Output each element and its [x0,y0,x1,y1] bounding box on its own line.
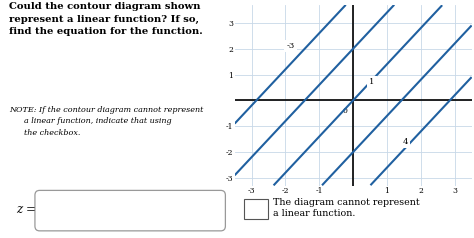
Text: NOTE: If the contour diagram cannot represent
      a linear function, indicate : NOTE: If the contour diagram cannot repr… [9,106,204,137]
Text: 1: 1 [369,78,374,86]
Text: 4: 4 [403,138,409,146]
Text: z =: z = [16,203,36,216]
Text: 0: 0 [342,107,347,115]
Text: -3: -3 [286,42,295,50]
FancyBboxPatch shape [35,190,226,231]
Text: Could the contour diagram shown
represent a linear function? If so,
find the equ: Could the contour diagram shown represen… [9,2,203,36]
FancyBboxPatch shape [244,199,268,219]
Text: The diagram cannot represent
a linear function.: The diagram cannot represent a linear fu… [273,198,419,218]
